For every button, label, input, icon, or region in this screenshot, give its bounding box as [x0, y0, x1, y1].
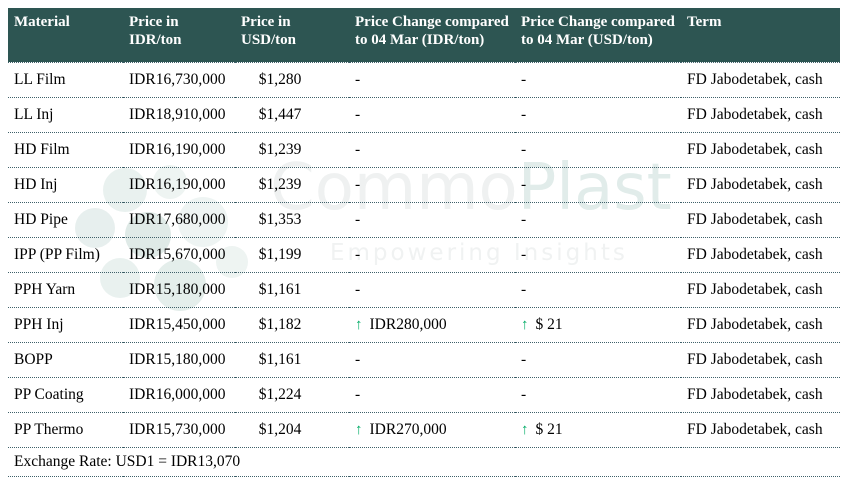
price-idr-cell: IDR18,910,000: [123, 97, 235, 133]
change-idr-cell: -: [349, 62, 515, 98]
change-idr-cell: -: [349, 97, 515, 133]
material-cell: LL Inj: [8, 97, 123, 133]
material-cell: HD Film: [8, 132, 123, 168]
table-body: LL Film IDR16,730,000 $1,280- - FD Jabodetab…: [8, 62, 840, 448]
material-cell: HD Pipe: [8, 202, 123, 238]
price-idr-cell: IDR15,180,000: [123, 272, 235, 308]
material-cell: LL Film: [8, 62, 123, 98]
material-cell: HD Inj: [8, 167, 123, 203]
price-usd-cell: $1,161: [235, 342, 349, 378]
price-usd-cell: $1,224: [235, 377, 349, 413]
price-usd-cell: $1,204: [235, 412, 349, 448]
change-usd-cell: -: [515, 342, 681, 378]
exchange-rate-note: Exchange Rate: USD1 = IDR13,070: [8, 447, 840, 477]
price-usd-cell: $1,161: [235, 272, 349, 308]
change-idr-cell: -: [349, 132, 515, 168]
term-cell: FD Jabodetabek, cash: [681, 412, 840, 448]
price-idr-cell: IDR15,180,000: [123, 342, 235, 378]
change-usd-cell: -: [515, 237, 681, 273]
term-cell: FD Jabodetabek, cash: [681, 167, 840, 203]
change-idr-cell: -: [349, 272, 515, 308]
term-cell: FD Jabodetabek, cash: [681, 62, 840, 98]
change-idr-cell: ↑ IDR270,000: [349, 412, 515, 448]
change-usd-cell: ↑ $ 21: [515, 412, 681, 448]
term-cell: FD Jabodetabek, cash: [681, 97, 840, 133]
table-row: HD Film IDR16,190,000 $1,239- - FD Jabodetab…: [8, 132, 840, 168]
term-cell: FD Jabodetabek, cash: [681, 342, 840, 378]
price-usd-cell: $1,239: [235, 132, 349, 168]
change-idr-cell: -: [349, 342, 515, 378]
material-cell: PPH Inj: [8, 307, 123, 343]
price-idr-cell: IDR16,730,000: [123, 62, 235, 98]
change-usd-cell: -: [515, 62, 681, 98]
table-header-row: Material Price in IDR/ton Price in USD/ton…: [8, 8, 840, 63]
table-row: PP Coating IDR16,000,000 $1,224- - FD Jabode…: [8, 377, 840, 413]
price-usd-cell: $1,353: [235, 202, 349, 238]
change-value: $ 21: [535, 420, 563, 438]
price-table: Material Price in IDR/ton Price in USD/ton…: [8, 8, 840, 477]
up-arrow-icon: ↑: [355, 316, 363, 333]
table-row: HD Pipe IDR17,680,000 $1,353- - FD Jabodetab…: [8, 202, 840, 238]
change-usd-cell: ↑ $ 21: [515, 307, 681, 343]
column-header-price-idr: Price in IDR/ton: [123, 8, 235, 63]
price-idr-cell: IDR15,730,000: [123, 412, 235, 448]
price-idr-cell: IDR15,450,000: [123, 307, 235, 343]
column-header-term: Term: [681, 8, 840, 63]
change-value: IDR280,000: [369, 315, 447, 333]
up-arrow-icon: ↑: [521, 421, 529, 438]
price-idr-cell: IDR17,680,000: [123, 202, 235, 238]
change-usd-cell: -: [515, 202, 681, 238]
change-value: $ 21: [535, 315, 563, 333]
change-usd-cell: -: [515, 377, 681, 413]
up-arrow-icon: ↑: [355, 421, 363, 438]
term-cell: FD Jabodetabek, cash: [681, 307, 840, 343]
material-cell: BOPP: [8, 342, 123, 378]
term-cell: FD Jabodetabek, cash: [681, 272, 840, 308]
price-idr-cell: IDR16,190,000: [123, 132, 235, 168]
column-header-price-usd: Price in USD/ton: [235, 8, 349, 63]
term-cell: FD Jabodetabek, cash: [681, 237, 840, 273]
change-usd-cell: -: [515, 272, 681, 308]
change-idr-cell: -: [349, 202, 515, 238]
change-usd-cell: -: [515, 97, 681, 133]
column-header-material: Material: [8, 8, 123, 63]
change-idr-cell: ↑ IDR280,000: [349, 307, 515, 343]
change-usd-cell: -: [515, 132, 681, 168]
change-value: IDR270,000: [369, 420, 447, 438]
term-cell: FD Jabodetabek, cash: [681, 377, 840, 413]
exchange-rate-row: Exchange Rate: USD1 = IDR13,070: [8, 447, 840, 477]
table-row: PPH Yarn IDR15,180,000 $1,161- - FD Jabodeta…: [8, 272, 840, 308]
material-cell: PP Coating: [8, 377, 123, 413]
change-idr-cell: -: [349, 237, 515, 273]
table-row: IPP (PP Film) IDR15,670,000 $1,199- - FD Jab…: [8, 237, 840, 273]
price-usd-cell: $1,280: [235, 62, 349, 98]
material-cell: IPP (PP Film): [8, 237, 123, 273]
price-usd-cell: $1,199: [235, 237, 349, 273]
price-usd-cell: $1,447: [235, 97, 349, 133]
price-usd-cell: $1,182: [235, 307, 349, 343]
table-row: HD Inj IDR16,190,000 $1,239- - FD Jabodetabe…: [8, 167, 840, 203]
column-header-change-usd: Price Change compared to 04 Mar (USD/ton…: [515, 8, 681, 63]
term-cell: FD Jabodetabek, cash: [681, 132, 840, 168]
price-usd-cell: $1,239: [235, 167, 349, 203]
change-usd-cell: -: [515, 167, 681, 203]
change-idr-cell: -: [349, 167, 515, 203]
table-row: LL Inj IDR18,910,000 $1,447- - FD Jabodetabe…: [8, 97, 840, 133]
table-row: PPH Inj IDR15,450,000 $1,182 ↑ IDR280,000 ↑ $ …: [8, 307, 840, 343]
table-row: PP Thermo IDR15,730,000 $1,204 ↑ IDR270,000 ↑…: [8, 412, 840, 448]
table-row: BOPP IDR15,180,000 $1,161- - FD Jabodetabek,…: [8, 342, 840, 378]
up-arrow-icon: ↑: [521, 316, 529, 333]
price-idr-cell: IDR15,670,000: [123, 237, 235, 273]
price-idr-cell: IDR16,000,000: [123, 377, 235, 413]
table-row: LL Film IDR16,730,000 $1,280- - FD Jabodetab…: [8, 62, 840, 98]
material-cell: PPH Yarn: [8, 272, 123, 308]
term-cell: FD Jabodetabek, cash: [681, 202, 840, 238]
change-idr-cell: -: [349, 377, 515, 413]
column-header-change-idr: Price Change compared to 04 Mar (IDR/ton…: [349, 8, 515, 63]
price-idr-cell: IDR16,190,000: [123, 167, 235, 203]
material-cell: PP Thermo: [8, 412, 123, 448]
